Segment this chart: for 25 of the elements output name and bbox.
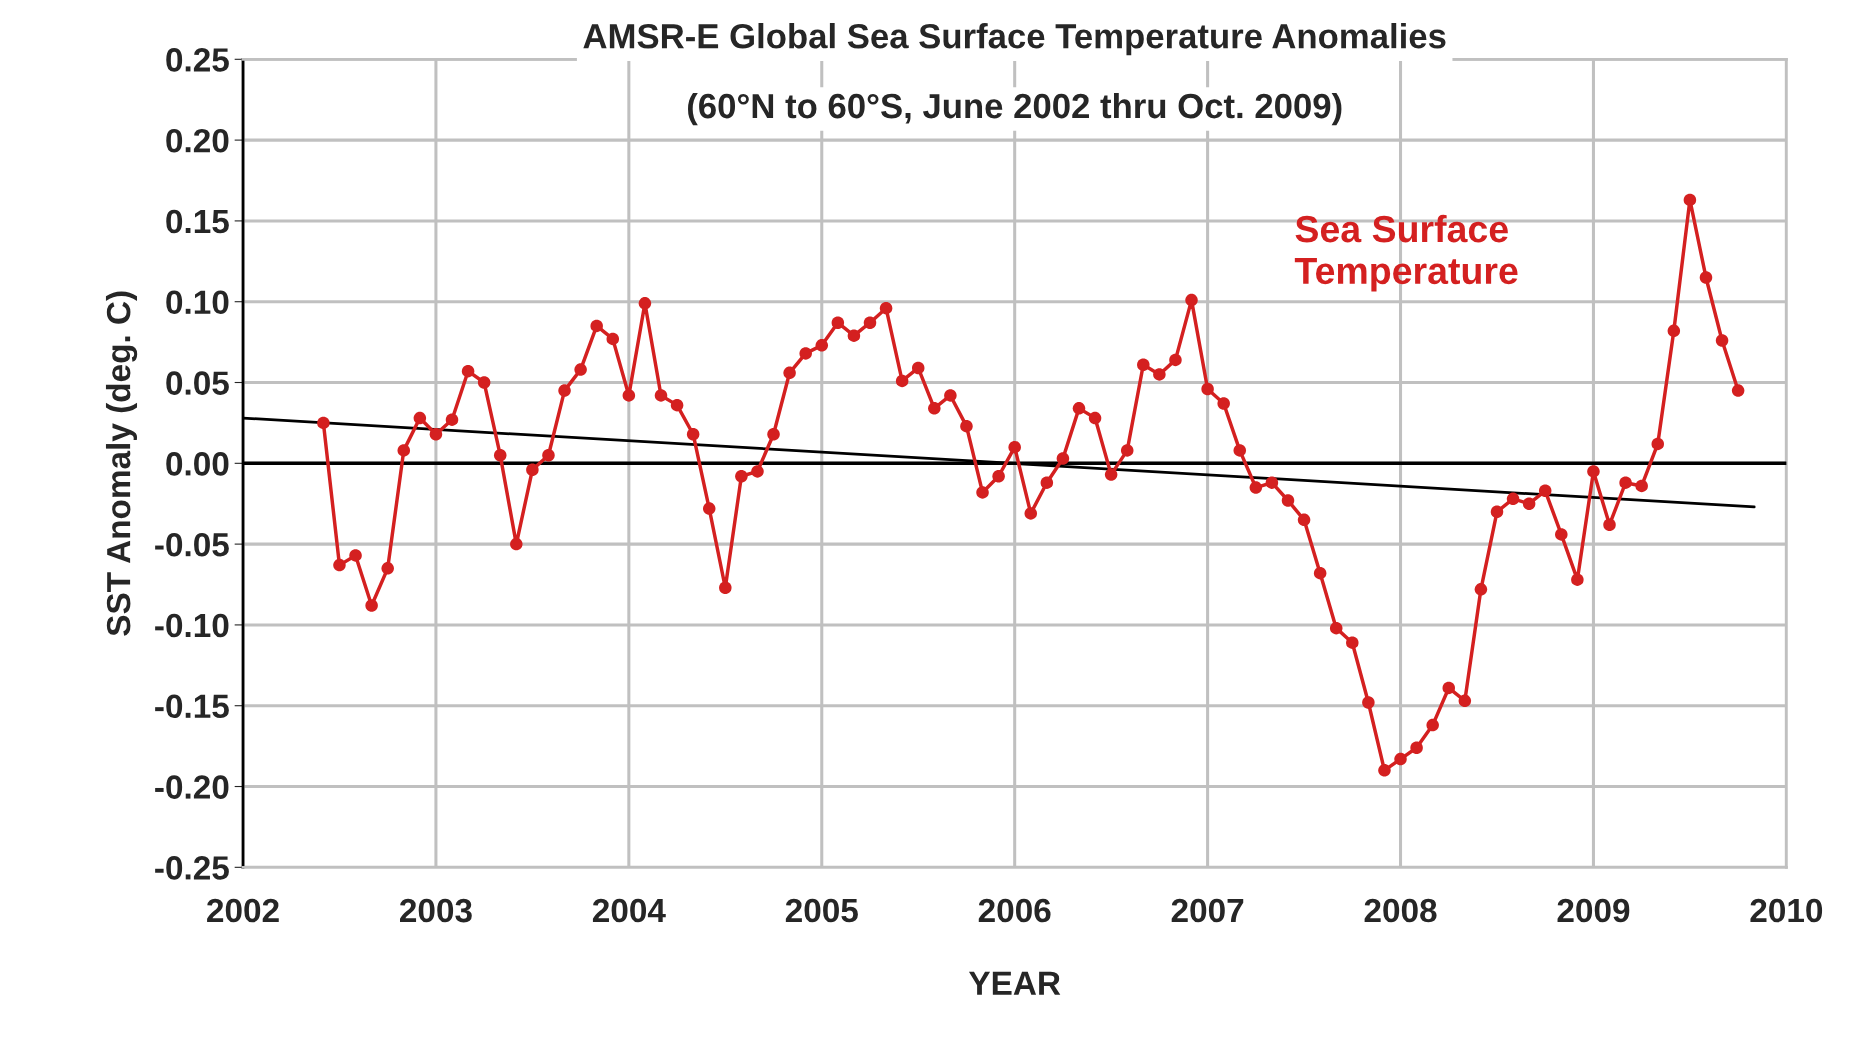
x-tick-label: 2002 [207, 898, 279, 923]
y-tick-label: 0.15 [166, 209, 229, 234]
y-tick-label: 0.25 [166, 48, 229, 72]
x-tick-label: 2010 [1750, 898, 1823, 923]
x-tick-label: 2004 [592, 898, 666, 923]
y-tick-label: -0.10 [155, 613, 229, 638]
y-tick-label: 0.20 [166, 128, 229, 153]
text: Sea Surface Temperature [1294, 214, 1518, 292]
text: (60°N to 60°S, June 2002 thru Oct. 2009) [688, 92, 1342, 126]
x-tick-label: 2009 [1557, 898, 1630, 923]
y-tick-label: 0.10 [166, 290, 229, 315]
x-tick-label: 2005 [785, 898, 858, 923]
x-tick-label: 2006 [978, 898, 1051, 923]
x-tick-label: 2003 [400, 898, 472, 923]
chart-title: AMSR-E Global Sea Surface Temperature Anomalies [583, 23, 1446, 56]
x-tick-label: 2007 [1171, 898, 1244, 923]
y-tick-label: -0.25 [155, 856, 229, 880]
y-axis-title: SST Anomaly (deg. C) [105, 291, 138, 636]
x-tick-label: 2008 [1364, 898, 1437, 923]
y-tick-label: 0.05 [166, 371, 229, 395]
x-axis-title: YEAR [968, 971, 1061, 995]
y-tick-label: -0.20 [155, 775, 229, 799]
y-tick-label: 0.00 [166, 452, 229, 476]
y-tick-label: -0.05 [155, 532, 229, 557]
y-tick-label: -0.15 [155, 694, 229, 719]
